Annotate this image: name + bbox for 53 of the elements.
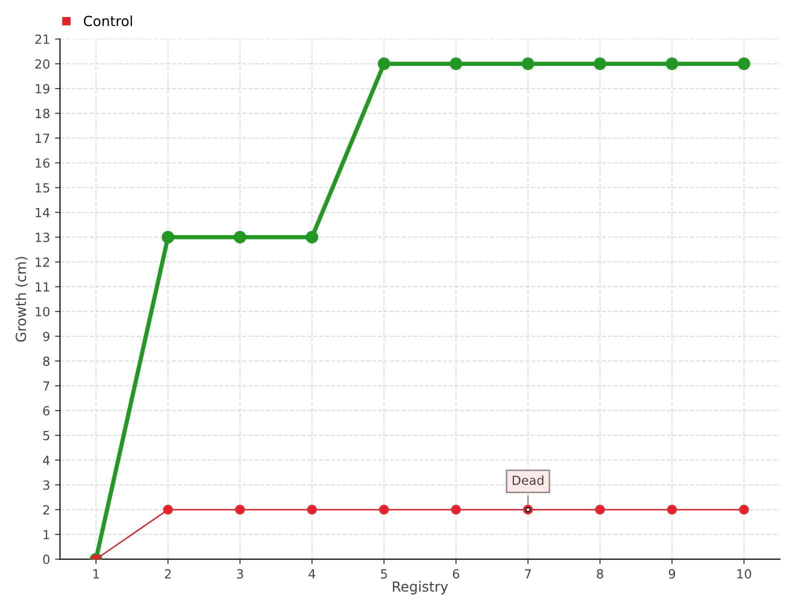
point bbox=[378, 58, 390, 70]
point bbox=[451, 504, 461, 515]
point bbox=[522, 58, 534, 70]
y-tick-label: 9 bbox=[43, 332, 50, 342]
point bbox=[595, 504, 605, 515]
point bbox=[162, 230, 174, 244]
y-tick-label: 20 bbox=[35, 59, 50, 69]
x-tick-label: 4 bbox=[308, 569, 316, 578]
point bbox=[235, 504, 245, 515]
y-tick-label: 2 bbox=[43, 505, 50, 514]
y-tick-label: 6 bbox=[43, 406, 50, 416]
point bbox=[163, 504, 173, 515]
x-tick-label: 1 bbox=[93, 569, 99, 578]
x-tick-label: 5 bbox=[380, 569, 387, 579]
y-tick-label: 16 bbox=[36, 158, 50, 168]
x-tick-label: 6 bbox=[452, 569, 460, 579]
y-tick-label: 7 bbox=[43, 381, 50, 391]
x-tick-label: 2 bbox=[164, 569, 171, 578]
y-tick-label: 18 bbox=[36, 108, 50, 118]
point bbox=[307, 504, 317, 515]
y-tick-label: 1 bbox=[44, 530, 50, 540]
y-tick-label: 19 bbox=[36, 84, 50, 94]
y-tick-label: 15 bbox=[36, 183, 50, 193]
y-tick-label: 0 bbox=[43, 554, 50, 564]
x-tick-label: 8 bbox=[596, 569, 604, 579]
y-tick-label: 21 bbox=[35, 34, 50, 44]
legend-label: Control bbox=[84, 16, 132, 26]
point bbox=[739, 504, 749, 515]
point bbox=[306, 230, 318, 244]
x-tick-label: 10 bbox=[737, 569, 752, 579]
x-tick-label: 9 bbox=[668, 569, 676, 579]
point bbox=[234, 230, 246, 244]
y-axis-title: Growth (cm) bbox=[15, 256, 28, 342]
y-tick-label: 4 bbox=[42, 456, 50, 465]
x-axis-title: Registry bbox=[392, 581, 448, 594]
y-tick-label: 11 bbox=[36, 282, 50, 292]
y-tick-label: 8 bbox=[43, 356, 50, 366]
point bbox=[594, 58, 606, 70]
y-tick-label: 3 bbox=[43, 480, 50, 490]
y-tick-label: 13 bbox=[36, 232, 50, 242]
y-tick-label: 17 bbox=[36, 134, 50, 143]
point bbox=[666, 58, 678, 70]
point bbox=[450, 58, 462, 70]
x-tick-label: 7 bbox=[525, 569, 531, 578]
point bbox=[667, 504, 677, 515]
y-tick-label: 10 bbox=[36, 306, 50, 316]
annotation: Dead bbox=[512, 475, 544, 486]
point bbox=[379, 504, 389, 515]
y-tick-label: 5 bbox=[43, 430, 50, 440]
point bbox=[738, 58, 750, 70]
y-tick-label: 12 bbox=[36, 257, 50, 267]
y-tick-label: 14 bbox=[36, 208, 50, 218]
x-tick-label: 3 bbox=[236, 569, 243, 579]
